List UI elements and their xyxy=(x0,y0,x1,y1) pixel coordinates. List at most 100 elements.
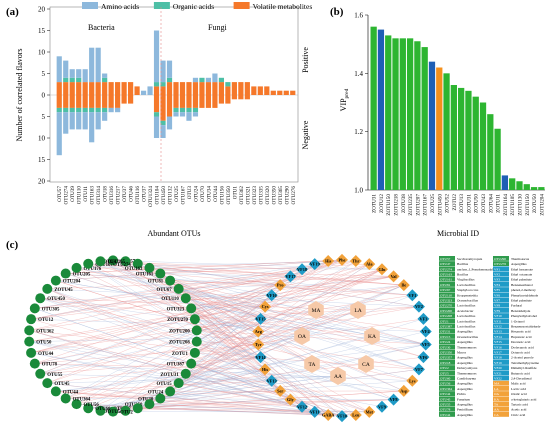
bar-neg-volatile xyxy=(231,95,237,100)
y-tick-label: 1.2 xyxy=(354,128,363,136)
organic-acid-node xyxy=(364,327,380,345)
flavor-node-label: Arg xyxy=(255,329,263,334)
y-tick-label: 1.4 xyxy=(354,70,363,78)
amino-acid-node xyxy=(336,253,348,266)
bar-neg-volatile xyxy=(56,95,62,108)
vip-bar xyxy=(501,175,509,190)
legend-code-cell xyxy=(439,308,455,313)
bar-pos-volatile xyxy=(205,82,212,95)
bar-pos-amino xyxy=(89,47,95,83)
network-edge xyxy=(191,284,404,364)
flavor-node-label: Thr xyxy=(352,259,359,264)
legend-code-cell xyxy=(439,302,455,308)
x-tick-label: OTU57 xyxy=(57,186,63,202)
network-edge xyxy=(185,373,281,392)
x-tick-label: ZOTU2 xyxy=(452,194,458,211)
legend-name: Citric acid xyxy=(511,413,526,417)
bar-pos-volatile xyxy=(56,82,62,95)
x-tick-label: OTU3 xyxy=(187,186,193,200)
otu-node xyxy=(83,403,94,414)
otu-node-label: OTU305 xyxy=(42,307,60,312)
legend-code-cell xyxy=(493,334,509,339)
flavor-node-label: Cys xyxy=(262,304,269,309)
network-edge xyxy=(34,295,272,309)
legend-code: VF15 xyxy=(494,340,502,344)
network-edge xyxy=(76,269,383,405)
legend-code: OTU24 xyxy=(440,340,451,344)
legend-code: OTU2 xyxy=(440,366,449,370)
legend-name: Fusarium xyxy=(457,397,470,401)
volatile-node xyxy=(419,325,432,338)
bar-neg-volatile xyxy=(128,95,134,104)
legend-code-cell xyxy=(439,276,455,282)
bar-pos-amino xyxy=(140,90,147,95)
bar-neg-volatile xyxy=(95,95,101,108)
network-edge xyxy=(55,391,303,407)
x-tick-label: OTU362 xyxy=(239,186,245,205)
network-edge xyxy=(65,263,370,399)
x-tick-label: ZOTU207 xyxy=(415,194,421,216)
bar-pos-volatile xyxy=(179,82,186,95)
otu-node xyxy=(173,378,184,389)
legend-code: OTU163 xyxy=(440,273,452,277)
legend-name: Oxalic acid xyxy=(511,392,527,396)
flavor-node-label: Ile xyxy=(401,283,406,288)
legend-name: Tartaric acid xyxy=(511,403,528,407)
bar-neg-organic xyxy=(63,107,69,113)
flavor-node-label: VF15 xyxy=(256,316,266,321)
legend-name: Decanoic acid xyxy=(511,340,531,344)
bar-pos-volatile xyxy=(160,86,166,95)
x-tick-label: ZOTU52 xyxy=(445,194,451,213)
network-edge xyxy=(34,344,259,364)
otu-node xyxy=(189,314,200,325)
legend-code-cell xyxy=(493,282,509,287)
network-edge xyxy=(160,273,413,296)
network-edge xyxy=(40,298,370,413)
x-tick-label: OTU44 xyxy=(213,186,219,202)
bar-pos-volatile xyxy=(166,82,173,95)
legend-label-0: Amino acids xyxy=(101,2,139,11)
flavor-node-label: Asp xyxy=(400,389,408,394)
bar-neg-organic xyxy=(76,107,82,113)
bar-neg-amino xyxy=(89,112,95,143)
otu-node xyxy=(165,386,176,397)
amino-acid-node xyxy=(284,393,297,406)
amino-acid-node xyxy=(252,325,265,338)
flavor-node-label: Ser xyxy=(277,389,283,394)
x-tick-label: ZOTU13 xyxy=(459,194,465,213)
otu-node-label: OTU323 xyxy=(167,307,185,312)
amino-acid-node xyxy=(406,374,419,387)
otu-node-label: OTU24 xyxy=(148,390,164,395)
network-edge xyxy=(40,298,359,311)
legend-code-cell xyxy=(439,292,455,298)
legend-name: Aspergillus xyxy=(457,340,473,344)
x-tick-label: OTU132 xyxy=(168,186,174,205)
bar-neg-volatile xyxy=(108,95,114,108)
network-edge xyxy=(196,341,329,416)
organic-acid-label: KA xyxy=(368,334,376,340)
legend-code: OTU44 xyxy=(440,413,451,417)
network-edge xyxy=(194,269,383,320)
flavor-node-label: VF4 xyxy=(422,329,431,334)
legend-name: Lactobacillus xyxy=(457,283,476,287)
bar-pos-amino xyxy=(56,56,62,83)
network-edge xyxy=(185,276,394,299)
vip-bar xyxy=(530,187,538,190)
network-edge xyxy=(185,344,259,374)
bar-pos-volatile xyxy=(82,82,88,95)
y-tick-label: 0 xyxy=(42,92,46,100)
bar-pos-organic xyxy=(166,77,173,83)
organic-acid-label: TA xyxy=(309,362,316,368)
otu-node-label: OTU163 xyxy=(125,267,143,272)
otu-node-label: OTU387 xyxy=(167,363,185,368)
legend-name: Heptanoic acid xyxy=(511,335,532,339)
legend-code-cell xyxy=(439,354,455,360)
network-edge xyxy=(40,373,272,381)
vip-bar xyxy=(436,67,443,190)
legend-code-cell xyxy=(493,266,509,272)
legend-name: Furfural xyxy=(511,304,522,308)
legend-code-cell xyxy=(439,349,455,355)
legend-code-cell xyxy=(439,282,455,287)
amino-acid-node xyxy=(322,254,335,267)
